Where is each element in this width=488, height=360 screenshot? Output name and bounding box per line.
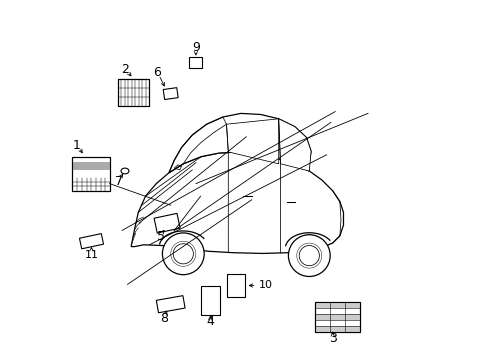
Polygon shape [79,234,103,249]
Text: 6: 6 [153,66,161,78]
Bar [118,79,149,106]
Text: 1: 1 [72,139,80,152]
Text: 4: 4 [206,315,214,328]
Bar [227,274,244,297]
Text: 10: 10 [258,280,272,291]
Polygon shape [163,87,178,100]
Text: 9: 9 [192,41,200,54]
Polygon shape [156,296,185,313]
Bar [72,157,110,191]
Text: 8: 8 [160,312,168,325]
Bar [314,302,359,332]
Text: 3: 3 [328,332,336,345]
Polygon shape [278,119,310,171]
Polygon shape [154,213,180,233]
Bar [118,79,149,106]
Circle shape [162,233,204,275]
Polygon shape [168,113,310,173]
Bar [72,162,110,170]
Polygon shape [226,119,278,164]
Bar [72,157,110,191]
Bar [188,57,202,68]
Text: 5: 5 [157,230,164,243]
Text: 7: 7 [115,175,123,188]
Circle shape [288,235,329,276]
Bar [314,302,359,332]
Text: 11: 11 [84,250,98,260]
Polygon shape [131,152,343,253]
Text: 2: 2 [121,63,129,76]
Bar [314,326,359,332]
Bar [314,314,359,320]
Bar [201,286,220,315]
Bar [314,302,359,308]
